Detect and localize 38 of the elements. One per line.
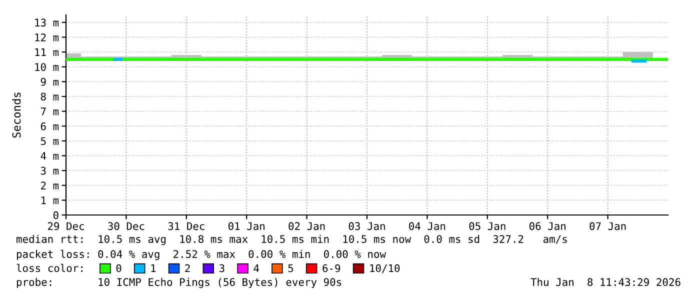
x-tick-label: 29 Dec <box>48 222 84 230</box>
legend-label: 0 <box>116 264 122 272</box>
legend-label: 10/10 <box>370 264 400 273</box>
x-tick-label: 30 Dec <box>108 222 144 230</box>
y-tick-label: 9 m <box>40 78 59 86</box>
text: Thu Jan 8 11:43:29 2026 <box>530 278 680 286</box>
legend-label: 6-9 <box>322 264 340 272</box>
x-tick-label: 31 Dec <box>168 222 204 230</box>
y-tick-label: 10 m <box>35 63 59 71</box>
x-tick-label: 03 Jan <box>348 222 385 230</box>
y-tick-label: 6 m <box>40 122 59 130</box>
legend-label: 2 <box>185 264 190 272</box>
x-tick-label: 06 Jan <box>529 222 566 230</box>
legend-title: loss color: <box>16 264 82 272</box>
y-tick-label: 0 <box>53 211 58 220</box>
x-tick-label: 05 Jan <box>469 222 506 230</box>
y-tick-label: 5 m <box>40 137 59 146</box>
y-tick-label: 12 m <box>35 33 59 42</box>
y-tick-label: 4 m <box>40 152 59 160</box>
y-tick-label: 1 m <box>41 196 59 204</box>
text: probe: 10 ICMP Echo Pings (56 Bytes) every 90s <box>16 278 342 288</box>
y-tick-label: 7 m <box>40 108 59 116</box>
x-tick-label: 02 Jan <box>288 222 325 230</box>
x-tick-label: 04 Jan <box>409 222 446 230</box>
legend-label: 3 <box>220 264 224 272</box>
legend-label: 4 <box>254 264 259 272</box>
y-tick-label: 11 m <box>35 48 59 56</box>
legend-label: 5 <box>288 264 294 272</box>
x-tick-label: 01 Jan <box>228 222 264 230</box>
text: packet loss: 0.04 % avg 2.52 % max 0.00 % min 0.00 % now <box>16 250 386 260</box>
x-tick-label: 07 Jan <box>590 222 626 230</box>
y-tick-label: 2 m <box>41 182 59 190</box>
y-axis-title: Seconds <box>12 92 21 138</box>
text: median rtt: 10.5 ms avg 10.8 ms max 10.5 ms min 10.5 ms now 0.0 ms sd 327.2 am/s <box>16 234 567 246</box>
y-tick-label: 13 m <box>35 18 59 27</box>
legend-label: 1 <box>151 264 156 272</box>
y-tick-label: 3 m <box>40 166 59 175</box>
y-tick-label: 8 m <box>40 92 59 101</box>
